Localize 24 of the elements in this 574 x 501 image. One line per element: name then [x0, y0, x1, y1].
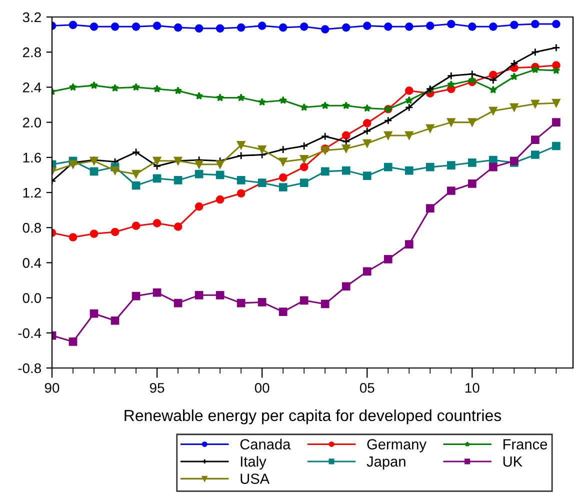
legend-label: Canada	[240, 438, 291, 450]
legend-label: Japan	[366, 456, 406, 470]
x-axis-title: Renewable energy per capita for developed countries	[124, 409, 502, 424]
y-tick-label: 1.6	[23, 152, 41, 163]
legend-label: Italy	[240, 456, 266, 470]
y-tick-label: 2.4	[22, 82, 42, 92]
legend-label: Germany	[367, 439, 426, 452]
y-tick-label: 2.0	[22, 118, 42, 128]
y-tick-label: 3.2	[22, 12, 41, 22]
legend-label: USA	[240, 474, 270, 484]
x-tick-label: 90	[44, 382, 60, 393]
y-tick-label: -0.4	[18, 328, 42, 338]
x-tick-label: 05	[360, 382, 374, 393]
y-tick-label: 1.2	[23, 188, 41, 198]
x-tick-label: 95	[150, 382, 164, 393]
x-tick-label: 10	[465, 382, 480, 393]
x-tick-label: 00	[254, 382, 270, 393]
y-tick-label: 2.8	[22, 47, 41, 58]
y-tick-label: -0.8	[18, 363, 41, 374]
y-tick-label: 0.8	[22, 222, 41, 233]
y-tick-label: 0.0	[22, 293, 42, 303]
y-tick-label: 0.4	[22, 258, 42, 268]
legend-label: France	[504, 439, 548, 450]
legend-label: UK	[503, 456, 522, 467]
